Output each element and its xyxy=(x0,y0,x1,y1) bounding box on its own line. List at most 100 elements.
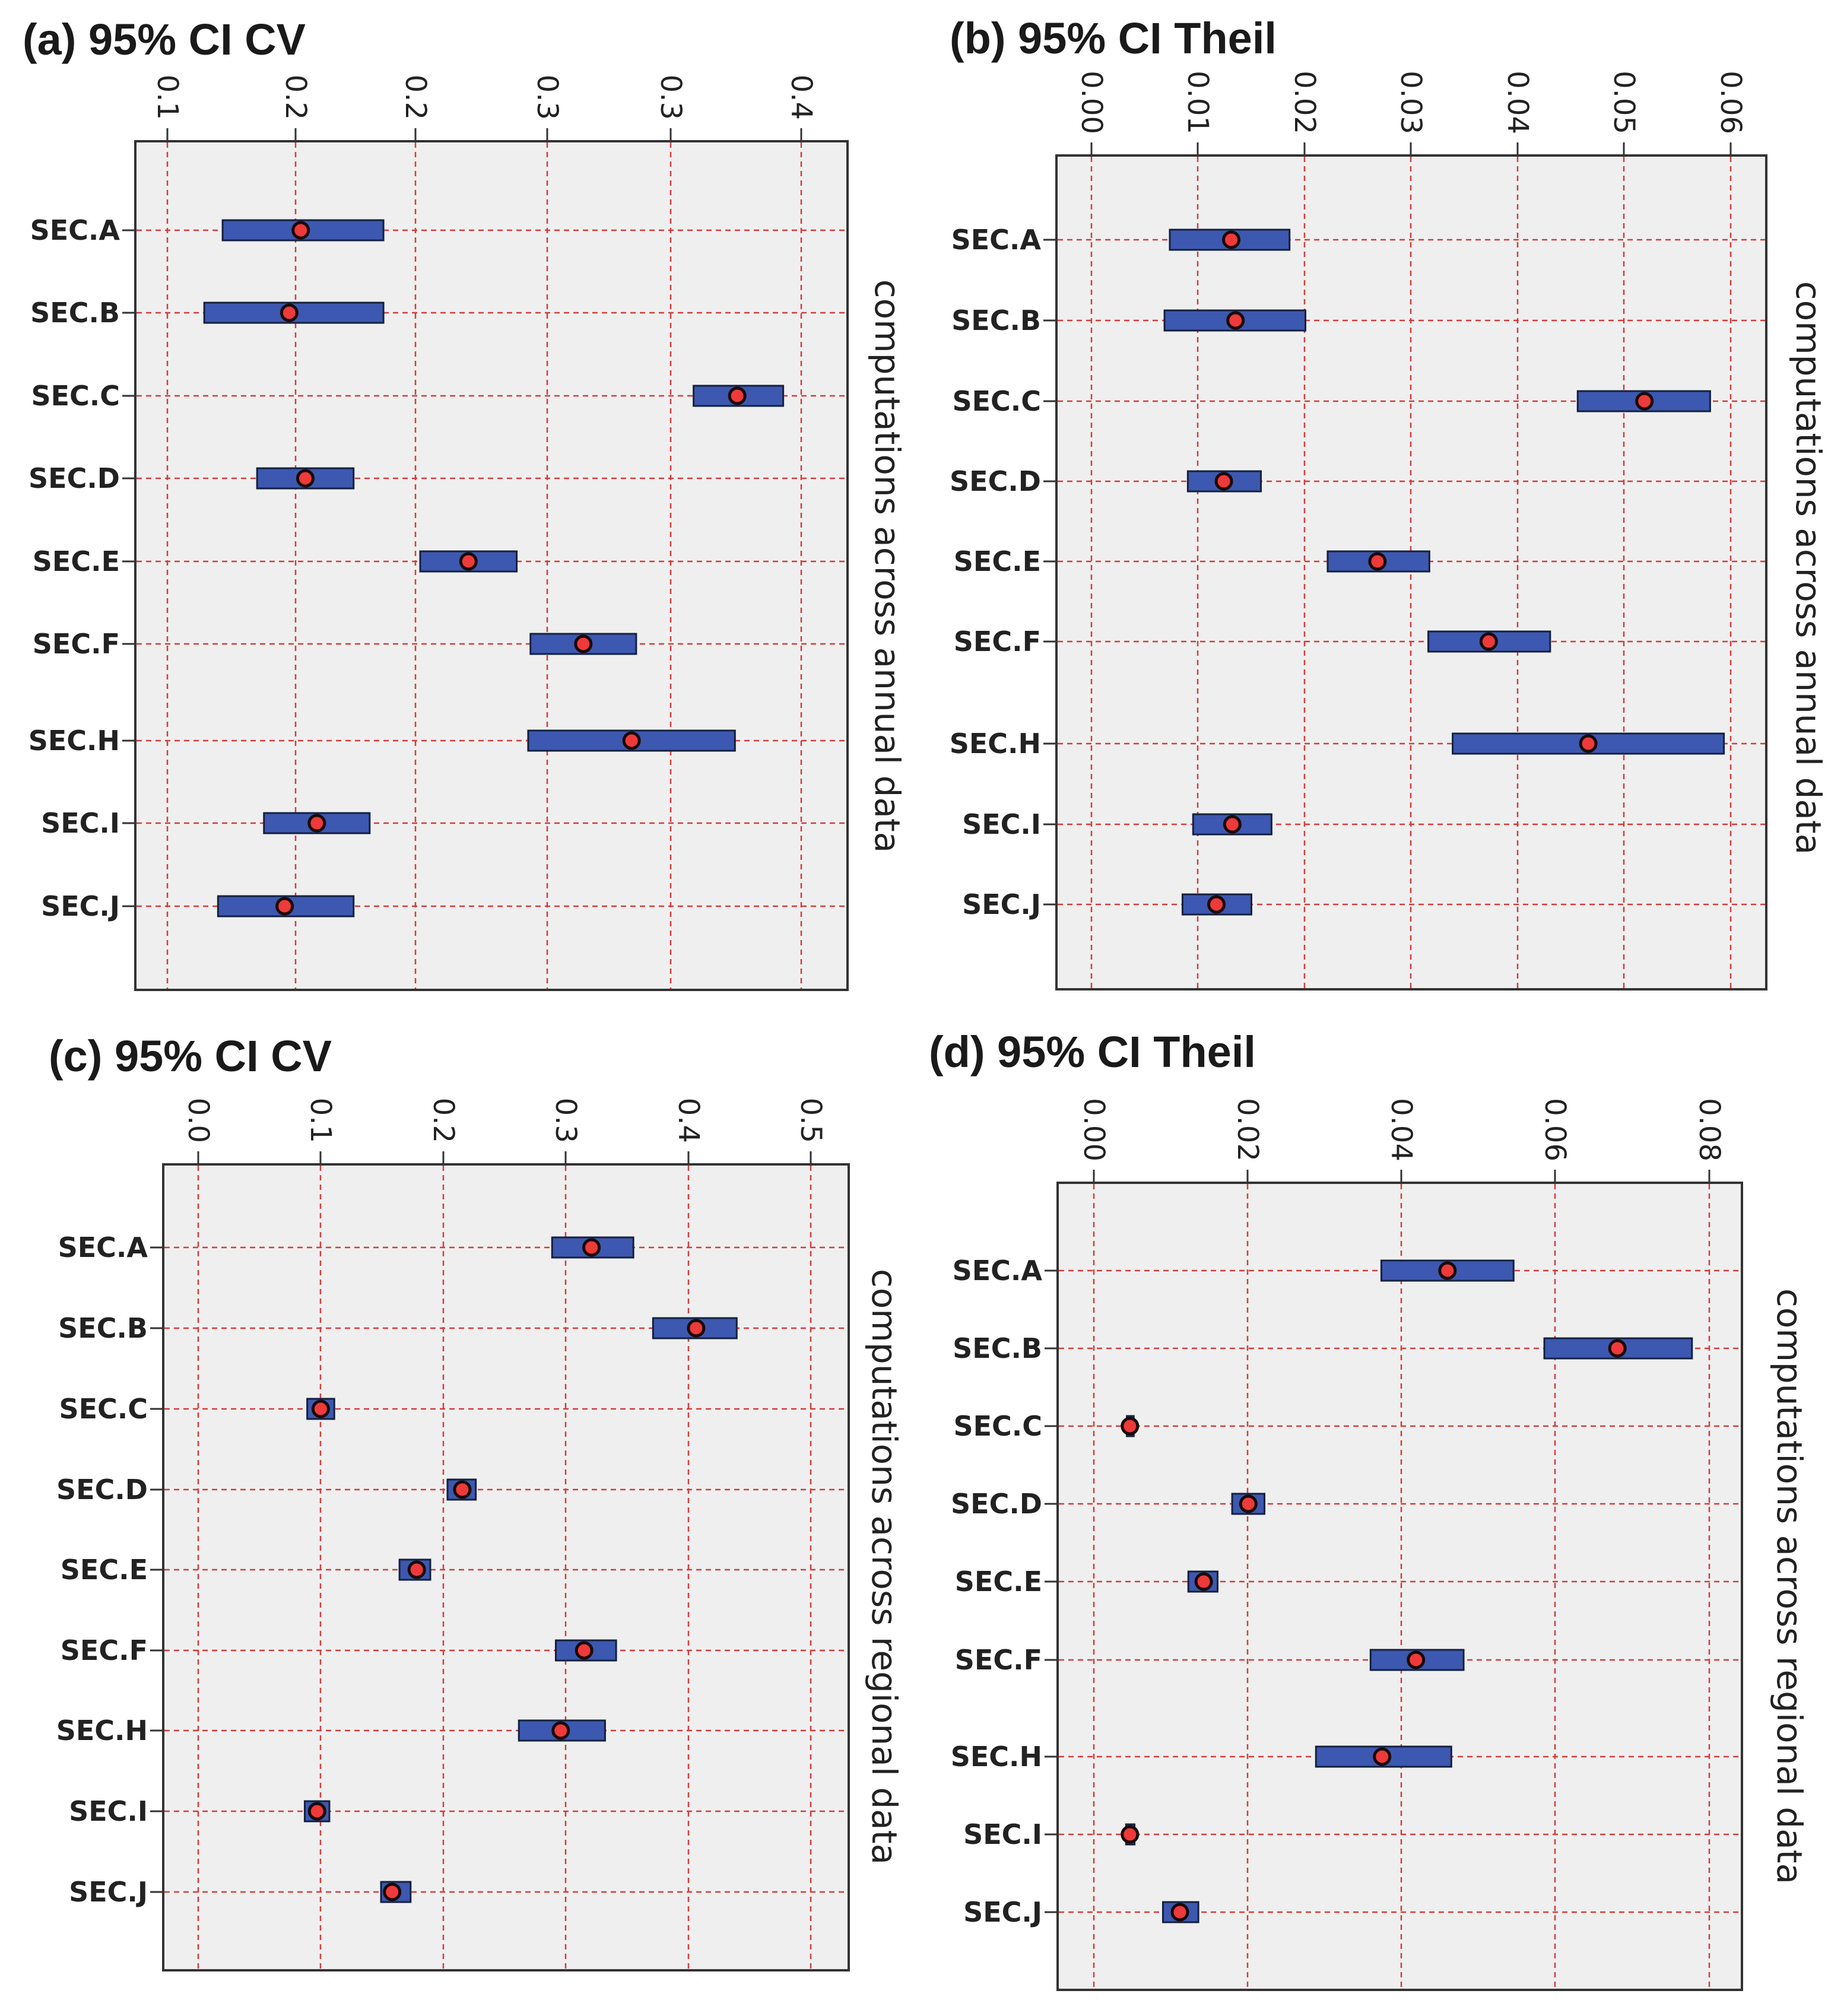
category-label: SEC.C xyxy=(952,385,1041,417)
x-tick-label: 0.02 xyxy=(1231,1098,1264,1161)
mean-marker xyxy=(622,731,641,750)
mean-marker xyxy=(1368,552,1387,571)
mean-marker xyxy=(1222,230,1241,249)
x-tick-label: 0.05 xyxy=(1607,71,1640,134)
panel-a-annual-cv: (a) 95% CI CV 0.1 0.2 0.2 0.3 0.3 0.4 SEC.A SEC… xyxy=(23,15,907,991)
category-label: SEC.F xyxy=(954,626,1041,658)
mean-marker xyxy=(383,1882,402,1901)
category-label: SEC.J xyxy=(963,1896,1042,1928)
category-label: SEC.J xyxy=(962,888,1041,920)
mean-marker xyxy=(453,1480,472,1499)
category-label: SEC.D xyxy=(28,462,120,494)
category-label: SEC.E xyxy=(61,1554,148,1586)
x-tick-label: 0.06 xyxy=(1538,1098,1572,1161)
x-tick-label: 0.06 xyxy=(1714,71,1747,134)
category-label: SEC.H xyxy=(28,725,120,757)
panel-a-axis-title: computations across annual data xyxy=(867,280,907,853)
mean-marker xyxy=(551,1721,570,1740)
panel-c-title: (c) 95% CI CV xyxy=(49,1031,332,1081)
mean-marker xyxy=(407,1560,426,1579)
mean-marker xyxy=(1214,472,1233,491)
mean-marker xyxy=(574,634,593,653)
plot-area xyxy=(1056,1182,1743,1991)
category-label: SEC.H xyxy=(950,728,1041,760)
mean-marker xyxy=(1373,1747,1392,1766)
category-label: SEC.F xyxy=(955,1644,1042,1676)
x-tick-label: 0.1 xyxy=(304,1098,337,1143)
mean-marker xyxy=(1207,895,1226,914)
mean-marker xyxy=(1579,734,1598,753)
x-tick-label: 0.3 xyxy=(531,75,564,120)
category-label: SEC.A xyxy=(58,1231,148,1263)
x-tick-label: 0.3 xyxy=(549,1098,582,1143)
category-label: SEC.A xyxy=(951,224,1042,256)
category-label: SEC.B xyxy=(953,1332,1042,1364)
mean-marker xyxy=(1479,632,1498,651)
mean-marker xyxy=(1635,392,1654,411)
category-label: SEC.F xyxy=(33,628,120,660)
x-tick-label: 0.0 xyxy=(182,1098,215,1143)
mean-marker xyxy=(582,1238,601,1257)
mean-marker xyxy=(1121,1825,1140,1844)
mean-marker xyxy=(1121,1417,1140,1436)
x-tick-label: 0.3 xyxy=(654,75,687,120)
category-label: SEC.B xyxy=(951,304,1041,336)
mean-marker xyxy=(291,221,310,240)
mean-marker xyxy=(459,552,478,571)
x-tick-label: 0.04 xyxy=(1385,1098,1418,1161)
category-label: SEC.D xyxy=(56,1474,148,1506)
category-label: SEC.H xyxy=(56,1715,148,1747)
panel-d-title: (d) 95% CI Theil xyxy=(929,1027,1256,1077)
panel-b-axis-title: computations across annual data xyxy=(1788,281,1828,855)
category-label: SEC.I xyxy=(41,807,120,839)
panel-c-regional-cv: (c) 95% CI CV 0.0 0.1 0.2 0.3 0.4 0.5 SEC.A SEC… xyxy=(49,1031,905,1971)
category-label: SEC.B xyxy=(30,297,120,329)
mean-marker xyxy=(275,897,294,916)
x-tick-label: 0.4 xyxy=(672,1098,705,1143)
mean-marker xyxy=(307,814,326,833)
panel-b-annual-theil: (b) 95% CI Theil 0.00 0.01 0.02 0.03 0.04 0.0… xyxy=(950,14,1828,990)
mean-marker xyxy=(1239,1494,1258,1513)
category-label: SEC.H xyxy=(951,1741,1042,1773)
x-tick-label: 0.04 xyxy=(1501,71,1534,134)
mean-marker xyxy=(296,469,315,488)
x-tick-label: 0.00 xyxy=(1077,1098,1110,1161)
mean-marker xyxy=(1407,1650,1426,1669)
x-tick-label: 0.08 xyxy=(1693,1098,1726,1161)
panel-d-axis-title: computations across regional data xyxy=(1769,1288,1810,1884)
category-label: SEC.C xyxy=(59,1393,148,1425)
x-tick-label: 0.02 xyxy=(1288,71,1321,134)
plot-area xyxy=(162,1163,850,1971)
x-tick-label: 0.5 xyxy=(794,1098,827,1143)
mean-marker xyxy=(1226,311,1245,330)
mean-marker xyxy=(307,1802,326,1821)
x-tick-label: 0.01 xyxy=(1181,71,1214,134)
x-tick-label: 0.2 xyxy=(427,1098,460,1143)
category-label: SEC.E xyxy=(954,545,1041,577)
category-label: SEC.I xyxy=(962,808,1041,840)
mean-marker xyxy=(575,1641,594,1660)
mean-marker xyxy=(280,303,299,322)
mean-marker xyxy=(1170,1903,1189,1922)
category-label: SEC.J xyxy=(41,890,120,922)
mean-marker xyxy=(728,386,747,405)
category-label: SEC.A xyxy=(30,214,120,246)
category-label: SEC.I xyxy=(963,1818,1042,1850)
panel-b-title: (b) 95% CI Theil xyxy=(950,14,1277,63)
category-label: SEC.I xyxy=(69,1795,148,1827)
x-tick-label: 0.03 xyxy=(1394,71,1427,134)
category-label: SEC.F xyxy=(61,1634,148,1666)
x-tick-label: 0.2 xyxy=(399,75,432,120)
x-tick-label: 0.2 xyxy=(279,75,312,120)
category-label: SEC.C xyxy=(31,380,120,412)
panel-d-regional-theil: (d) 95% CI Theil 0.00 0.02 0.04 0.06 0.08 SEC… xyxy=(929,1027,1810,1991)
mean-marker xyxy=(1223,815,1242,834)
mean-marker xyxy=(311,1399,330,1418)
category-label: SEC.C xyxy=(953,1410,1042,1442)
category-label: SEC.E xyxy=(955,1566,1042,1598)
category-label: SEC.B xyxy=(58,1312,148,1344)
x-tick-label: 0.4 xyxy=(785,75,818,120)
mean-marker xyxy=(1608,1339,1627,1358)
category-label: SEC.J xyxy=(69,1876,148,1908)
